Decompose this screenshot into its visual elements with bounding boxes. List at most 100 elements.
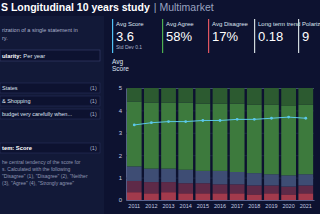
bar-segment (247, 88, 262, 105)
bar-segment (264, 174, 279, 185)
kpi-label: Avg Agree (166, 21, 194, 27)
y-tick-label: 3 (119, 130, 123, 136)
bar-segment (144, 193, 159, 200)
marker (253, 118, 256, 121)
bar-segment (144, 88, 159, 103)
bar-segment (144, 103, 159, 169)
bar-segment (264, 105, 279, 174)
marks (127, 88, 313, 200)
bar-segment (281, 187, 296, 195)
kpi-label: Long term trend (258, 21, 300, 27)
kpi-value: 3.6 (116, 29, 134, 44)
marker (236, 118, 239, 121)
bar-segment (213, 171, 228, 184)
chart: AvgScore01234520112012201320142015201620… (112, 58, 315, 209)
bar-segment (247, 185, 262, 194)
bar-segment (127, 101, 142, 166)
y-axis-title: AvgScore (112, 58, 129, 72)
bar-segment (298, 174, 313, 185)
bar-segment (161, 192, 176, 200)
y-tick-label: 0 (119, 197, 123, 203)
x-axis-line (127, 200, 315, 201)
bar-segment (230, 184, 245, 193)
kpi-value: 0.18 (258, 29, 283, 44)
filter[interactable] (0, 109, 100, 119)
x-tick-label: 2011 (128, 203, 140, 209)
filter-count: (1) (90, 85, 97, 91)
bar-segment (247, 173, 262, 185)
kpis: Avg Score 3.6Std Dev 0.1 Avg Agree 58% Avg D… (112, 19, 320, 53)
bar-segment (178, 103, 193, 170)
kpi-note: Std Dev 0.1 (116, 44, 142, 50)
metric-label: tem: Score (2, 145, 33, 151)
x-tick: 2018 (248, 200, 260, 209)
sidebar-bg (0, 16, 104, 214)
bar-segment (144, 182, 159, 193)
x-tick-label: 2017 (231, 203, 243, 209)
filter-label: States (2, 85, 18, 91)
filter-label: & Shopping (2, 98, 30, 104)
bar-series (127, 88, 313, 106)
bar-segment (213, 193, 228, 200)
y-tick-label: 5 (119, 85, 123, 91)
kpi-label: Avg Score (116, 21, 144, 27)
metric-note: "Disagree" (1), "Disagree" (2), "Neither (2, 173, 88, 179)
metric-select[interactable] (0, 143, 100, 153)
bar-segment (230, 104, 245, 172)
bar-segment (178, 170, 193, 183)
bar-segment (161, 182, 176, 192)
filter-count: (1) (90, 111, 97, 117)
kpi-value: 9 (302, 29, 309, 44)
kpi-accent (162, 19, 163, 53)
bar-segment (213, 88, 228, 104)
line (134, 117, 306, 125)
x-tick: 2021 (300, 200, 312, 209)
subtitle: | Multimarket (154, 1, 214, 13)
dropdown[interactable] (0, 50, 100, 61)
bar-segment (127, 166, 142, 181)
marker (201, 119, 204, 122)
kpi-accent (298, 19, 299, 53)
bar-segment (264, 88, 279, 105)
marker (219, 119, 222, 122)
bar-segment (264, 193, 279, 200)
bar-segment (195, 104, 210, 171)
kpi-accent (254, 19, 255, 53)
kpi-label: Avg Disagree (212, 21, 249, 27)
x-tick-label: 2012 (145, 203, 157, 209)
kpi-accent (112, 19, 113, 53)
dropdown-value: Per year (23, 53, 45, 59)
kpi-label: Polarization (302, 21, 320, 27)
header: S Longitudinal 10 years study | Multimark… (1, 1, 214, 13)
filter[interactable] (0, 83, 100, 93)
kpi-value: 58% (166, 29, 192, 44)
filter[interactable] (0, 96, 100, 106)
bar-segment (298, 105, 313, 174)
title: S Longitudinal 10 years study (1, 1, 150, 13)
sidebar: rization of a single statement inry.ular… (0, 16, 104, 214)
x-tick: 2016 (214, 200, 226, 209)
bar-segment (230, 88, 245, 104)
x-tick-label: 2021 (300, 203, 312, 209)
y-axis-line (127, 89, 315, 201)
marker (304, 117, 307, 120)
bar-segment (281, 88, 296, 106)
dropdown-label: ularity: (2, 53, 21, 59)
x-tick-label: 2014 (180, 203, 192, 209)
marker (184, 120, 187, 123)
x-tick-label: 2018 (248, 203, 260, 209)
kpi-accent (208, 19, 209, 53)
bar-segment (281, 194, 296, 200)
bar-segment (298, 193, 313, 200)
x-tick-label: 2019 (265, 203, 277, 209)
bar-segment (230, 172, 245, 184)
filter-label: budget very carefully when... (2, 111, 72, 117)
x-axis: 2011201220132014201520162017201820192020… (127, 200, 315, 209)
x-tick-label: 2020 (282, 203, 294, 209)
bar-segment (264, 185, 279, 193)
bar-segment (281, 106, 296, 175)
bar-segment (298, 185, 313, 193)
bar-segment (178, 183, 193, 193)
metric-count: (1) (90, 145, 97, 151)
description: rization of a single statement in (2, 27, 78, 33)
